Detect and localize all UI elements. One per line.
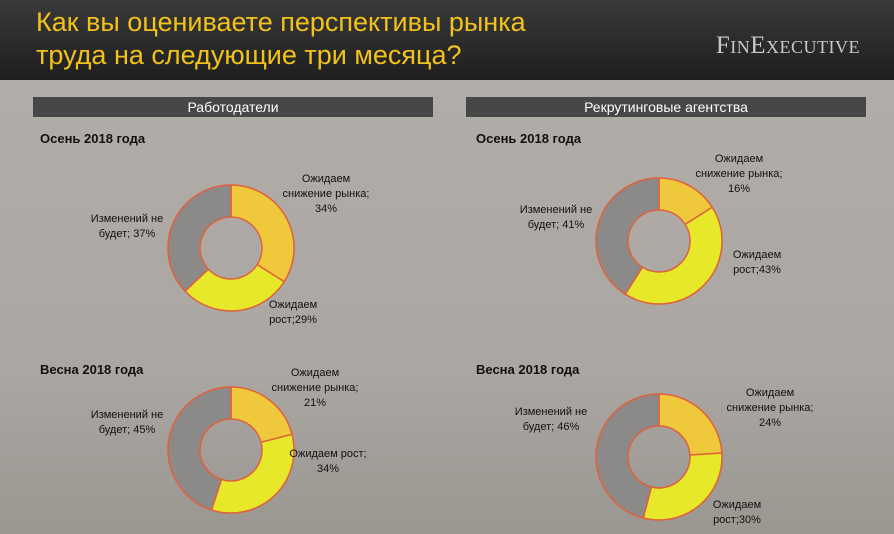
chart-subtitle: Осень 2018 года <box>476 131 582 146</box>
chart-subtitle: Весна 2018 года <box>476 362 580 377</box>
data-label: Изменений не будет; 45% <box>90 409 164 436</box>
data-label: Изменений не будет; 46% <box>514 406 588 433</box>
donut-slice <box>595 393 660 519</box>
data-label: Ожидаем снижение рынка; 34% <box>282 173 370 215</box>
data-label: Ожидаем снижение рынка; 21% <box>271 367 359 409</box>
data-label: Ожидаем рост;29% <box>268 299 318 326</box>
data-label: Ожидаем рост; 34% <box>289 448 367 475</box>
chart-subtitle: Осень 2018 года <box>40 131 146 146</box>
donut-slice <box>658 393 723 456</box>
section-header: Работодатели <box>33 97 433 117</box>
donut-slice <box>595 177 660 296</box>
data-label: Ожидаем снижение рынка; 16% <box>695 153 783 195</box>
chart-subtitle: Весна 2018 года <box>40 362 144 377</box>
logo: FinExecutive <box>715 32 860 59</box>
donut-slice <box>210 433 295 514</box>
donut-slice <box>167 386 232 511</box>
data-label: Изменений не будет; 37% <box>90 213 164 240</box>
data-label: Изменений не будет; 41% <box>519 204 593 231</box>
section-header: Рекрутинговые агентства <box>466 97 866 117</box>
donut-slice <box>167 184 232 293</box>
donut-slice <box>624 206 723 305</box>
donut-slice <box>184 263 286 312</box>
header-bar <box>0 0 894 80</box>
data-label: Ожидаем снижение рынка; 24% <box>726 387 814 429</box>
slide-title: Как вы оцениваете перспективы рынка труд… <box>36 7 526 70</box>
data-label: Ожидаем рост;30% <box>712 499 762 526</box>
donut-slice <box>642 452 723 521</box>
data-label: Ожидаем рост;43% <box>732 249 782 276</box>
donut-slice <box>230 184 295 283</box>
